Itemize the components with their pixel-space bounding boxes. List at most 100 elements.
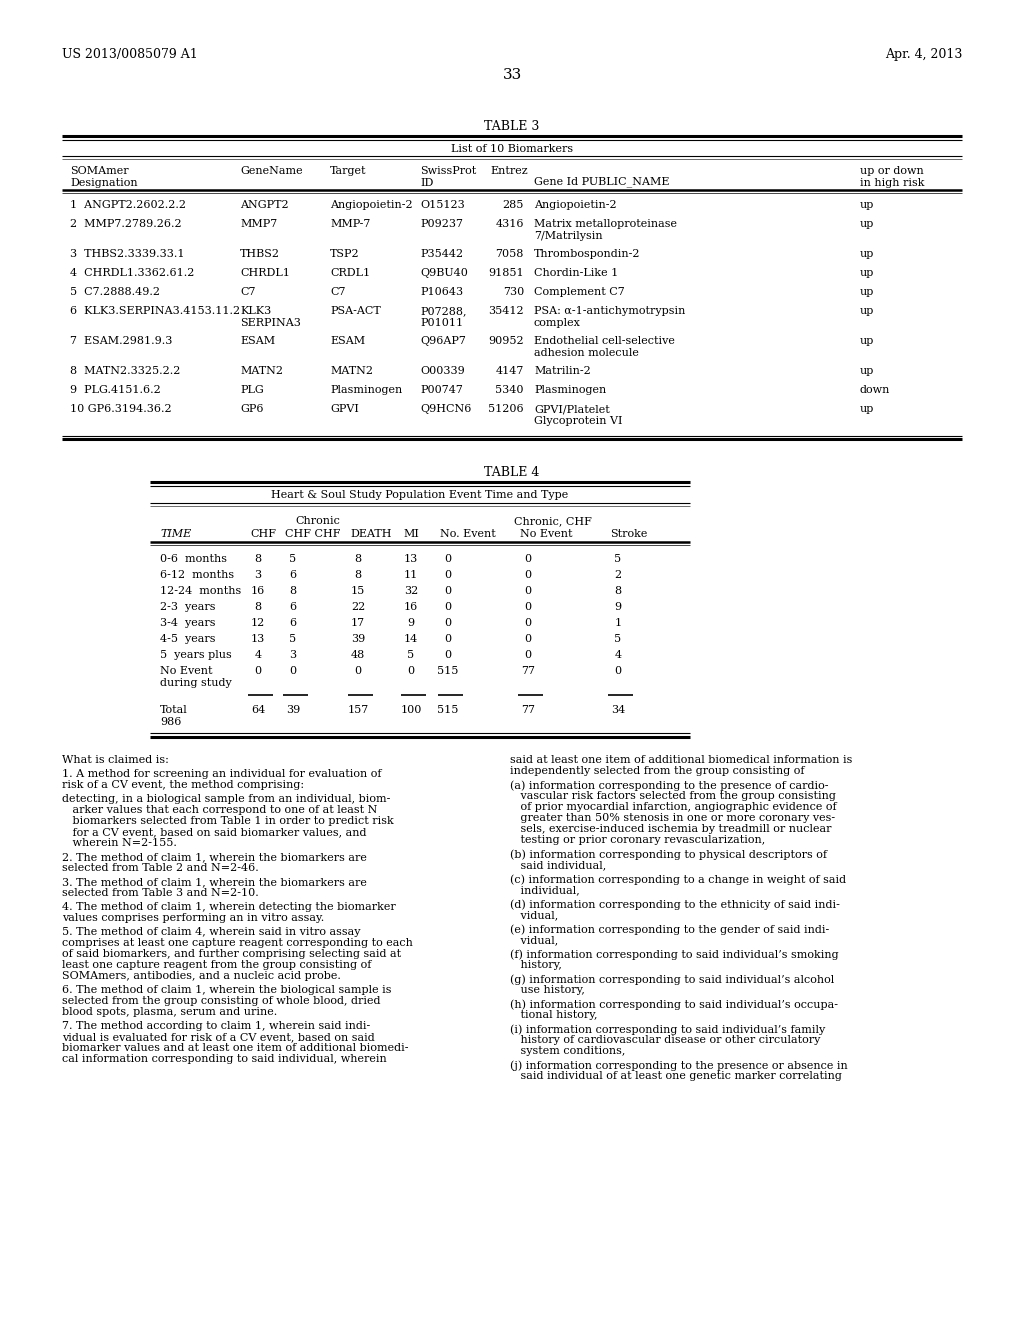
Text: 12: 12: [251, 618, 265, 628]
Text: 11: 11: [403, 570, 418, 579]
Text: KLK3
SERPINA3: KLK3 SERPINA3: [240, 306, 301, 329]
Text: history,: history,: [510, 960, 562, 970]
Text: Gene Id PUBLIC_NAME: Gene Id PUBLIC_NAME: [534, 176, 670, 186]
Text: up: up: [860, 306, 874, 315]
Text: CRDL1: CRDL1: [330, 268, 370, 279]
Text: Total
986: Total 986: [160, 705, 187, 727]
Text: said individual of at least one genetic marker correlating: said individual of at least one genetic …: [510, 1071, 842, 1081]
Text: up: up: [860, 201, 874, 210]
Text: 5: 5: [290, 634, 297, 644]
Text: 5340: 5340: [496, 385, 524, 395]
Text: 3-4  years: 3-4 years: [160, 618, 215, 628]
Text: 91851: 91851: [488, 268, 524, 279]
Text: O15123: O15123: [420, 201, 465, 210]
Text: 0: 0: [354, 667, 361, 676]
Text: TSP2: TSP2: [330, 249, 359, 259]
Text: 8: 8: [354, 570, 361, 579]
Text: SOMAmer
Designation: SOMAmer Designation: [70, 166, 137, 189]
Text: up: up: [860, 337, 874, 346]
Text: SwissProt
ID: SwissProt ID: [420, 166, 476, 189]
Text: 0: 0: [444, 602, 452, 612]
Text: selected from Table 3 and N=2-10.: selected from Table 3 and N=2-10.: [62, 888, 259, 898]
Text: 32: 32: [403, 586, 418, 597]
Text: No Event
during study: No Event during study: [160, 667, 231, 689]
Text: up: up: [860, 366, 874, 376]
Text: 0: 0: [524, 618, 531, 628]
Text: 2  MMP7.2789.26.2: 2 MMP7.2789.26.2: [70, 219, 181, 228]
Text: MI: MI: [403, 529, 419, 539]
Text: (c) information corresponding to a change in weight of said: (c) information corresponding to a chang…: [510, 874, 846, 884]
Text: GP6: GP6: [240, 404, 263, 414]
Text: List of 10 Biomarkers: List of 10 Biomarkers: [451, 144, 573, 154]
Text: biomarkers selected from Table 1 in order to predict risk: biomarkers selected from Table 1 in orde…: [62, 816, 394, 826]
Text: 5  years plus: 5 years plus: [160, 649, 231, 660]
Text: of said biomarkers, and further comprising selecting said at: of said biomarkers, and further comprisi…: [62, 949, 401, 960]
Text: 17: 17: [351, 618, 366, 628]
Text: 0: 0: [290, 667, 297, 676]
Text: MMP7: MMP7: [240, 219, 278, 228]
Text: sels, exercise-induced ischemia by treadmill or nuclear: sels, exercise-induced ischemia by tread…: [510, 824, 831, 834]
Text: 6: 6: [290, 602, 297, 612]
Text: (i) information corresponding to said individual’s family: (i) information corresponding to said in…: [510, 1024, 825, 1035]
Text: 4  CHRDL1.3362.61.2: 4 CHRDL1.3362.61.2: [70, 268, 195, 279]
Text: Q9BU40: Q9BU40: [420, 268, 468, 279]
Text: (b) information corresponding to physical descriptors of: (b) information corresponding to physica…: [510, 849, 827, 859]
Text: 0: 0: [524, 602, 531, 612]
Text: 0: 0: [444, 618, 452, 628]
Text: greater than 50% stenosis in one or more coronary ves-: greater than 50% stenosis in one or more…: [510, 813, 836, 822]
Text: 33: 33: [503, 69, 521, 82]
Text: No Event: No Event: [520, 529, 572, 539]
Text: 9: 9: [614, 602, 622, 612]
Text: 6  KLK3.SERPINA3.4153.11.2: 6 KLK3.SERPINA3.4153.11.2: [70, 306, 240, 315]
Text: 15: 15: [351, 586, 366, 597]
Text: Endothelial cell-selective
adhesion molecule: Endothelial cell-selective adhesion mole…: [534, 337, 675, 359]
Text: (f) information corresponding to said individual’s smoking: (f) information corresponding to said in…: [510, 949, 839, 960]
Text: up: up: [860, 268, 874, 279]
Text: for a CV event, based on said biomarker values, and: for a CV event, based on said biomarker …: [62, 828, 367, 837]
Text: C7: C7: [330, 286, 345, 297]
Text: PSA-ACT: PSA-ACT: [330, 306, 381, 315]
Text: 8: 8: [354, 554, 361, 564]
Text: detecting, in a biological sample from an individual, biom-: detecting, in a biological sample from a…: [62, 795, 390, 804]
Text: 4147: 4147: [496, 366, 524, 376]
Text: 48: 48: [351, 649, 366, 660]
Text: 4. The method of claim 1, wherein detecting the biomarker: 4. The method of claim 1, wherein detect…: [62, 902, 395, 912]
Text: 3: 3: [254, 570, 261, 579]
Text: Entrez: Entrez: [490, 166, 527, 176]
Text: 0: 0: [444, 649, 452, 660]
Text: up: up: [860, 219, 874, 228]
Text: Chronic, CHF: Chronic, CHF: [514, 516, 592, 525]
Text: 2. The method of claim 1, wherein the biomarkers are: 2. The method of claim 1, wherein the bi…: [62, 851, 367, 862]
Text: 0: 0: [408, 667, 415, 676]
Text: of prior myocardial infarction, angiographic evidence of: of prior myocardial infarction, angiogra…: [510, 803, 837, 812]
Text: 0: 0: [524, 570, 531, 579]
Text: 0: 0: [614, 667, 622, 676]
Text: 22: 22: [351, 602, 366, 612]
Text: independently selected from the group consisting of: independently selected from the group co…: [510, 766, 805, 776]
Text: CHF: CHF: [250, 529, 276, 539]
Text: history of cardiovascular disease or other circulatory: history of cardiovascular disease or oth…: [510, 1035, 820, 1045]
Text: 0: 0: [444, 570, 452, 579]
Text: comprises at least one capture reagent corresponding to each: comprises at least one capture reagent c…: [62, 939, 413, 948]
Text: 4: 4: [254, 649, 261, 660]
Text: 35412: 35412: [488, 306, 524, 315]
Text: down: down: [860, 385, 891, 395]
Text: 4-5  years: 4-5 years: [160, 634, 215, 644]
Text: C7: C7: [240, 286, 256, 297]
Text: 8  MATN2.3325.2.2: 8 MATN2.3325.2.2: [70, 366, 180, 376]
Text: 16: 16: [403, 602, 418, 612]
Text: selected from the group consisting of whole blood, dried: selected from the group consisting of wh…: [62, 997, 381, 1006]
Text: 515: 515: [437, 705, 459, 715]
Text: 3. The method of claim 1, wherein the biomarkers are: 3. The method of claim 1, wherein the bi…: [62, 876, 367, 887]
Text: vidual,: vidual,: [510, 909, 558, 920]
Text: 14: 14: [403, 634, 418, 644]
Text: 5: 5: [290, 554, 297, 564]
Text: 3: 3: [290, 649, 297, 660]
Text: ESAM: ESAM: [240, 337, 275, 346]
Text: Q96AP7: Q96AP7: [420, 337, 466, 346]
Text: THBS2: THBS2: [240, 249, 280, 259]
Text: testing or prior coronary revascularization,: testing or prior coronary revascularizat…: [510, 836, 765, 845]
Text: (e) information corresponding to the gender of said indi-: (e) information corresponding to the gen…: [510, 924, 829, 935]
Text: individual,: individual,: [510, 884, 580, 895]
Text: Chronic: Chronic: [295, 516, 340, 525]
